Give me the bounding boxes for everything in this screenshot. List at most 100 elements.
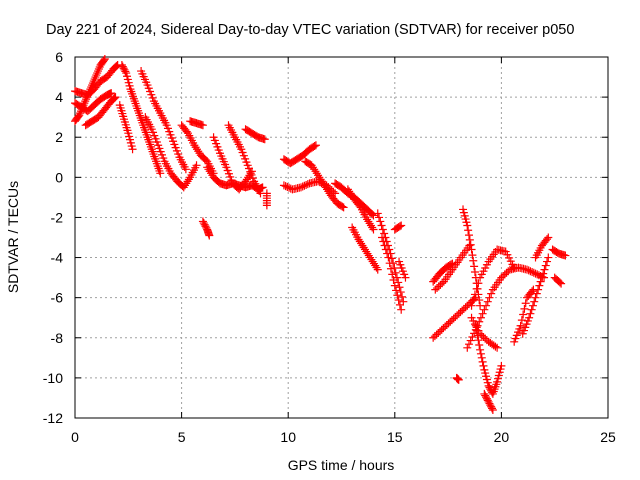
data-point <box>371 261 380 270</box>
data-point <box>487 289 496 298</box>
data-point <box>477 353 486 362</box>
data-point <box>475 317 484 326</box>
y-axis-label: SDTVAR / TECUs <box>5 181 21 293</box>
y-tick-label: -10 <box>43 370 63 386</box>
data-point <box>90 75 99 84</box>
data-point <box>321 183 330 192</box>
y-tick-label: -6 <box>51 290 64 306</box>
data-point <box>380 229 389 238</box>
data-point <box>466 240 475 249</box>
series-arc39 <box>548 245 570 260</box>
data-point <box>345 187 354 196</box>
data-point <box>368 210 377 219</box>
data-point <box>285 183 294 192</box>
data-point <box>192 145 201 154</box>
data-point <box>366 221 375 230</box>
data-point <box>476 345 485 354</box>
data-point <box>528 267 537 276</box>
data-point <box>198 121 207 130</box>
x-tick-label: 10 <box>280 429 296 445</box>
data-point <box>307 161 316 170</box>
data-point <box>303 180 312 189</box>
data-point <box>354 235 363 244</box>
data-point <box>519 310 528 319</box>
y-tick-label: 2 <box>55 129 63 145</box>
data-point <box>362 247 371 256</box>
data-point <box>401 273 410 282</box>
series-arc9 <box>177 121 218 178</box>
data-point <box>469 256 478 265</box>
data-point <box>474 336 483 345</box>
x-tick-label: 0 <box>71 429 79 445</box>
data-point <box>283 182 292 191</box>
data-point <box>323 185 332 194</box>
data-point <box>207 169 216 178</box>
data-point <box>111 93 120 102</box>
data-point <box>156 169 165 178</box>
series-arc37 <box>518 253 553 338</box>
series-arc7 <box>137 67 190 174</box>
data-point <box>320 181 329 190</box>
data-point <box>368 223 377 232</box>
data-point <box>524 266 533 275</box>
data-point <box>203 163 212 172</box>
series-arc29 <box>431 241 474 294</box>
data-point <box>360 245 369 254</box>
data-point <box>109 94 118 103</box>
data-point <box>478 357 487 366</box>
data-point <box>464 226 473 235</box>
series-arc2 <box>71 61 122 100</box>
data-point <box>531 269 540 278</box>
series-arc16 <box>262 189 271 210</box>
data-point <box>128 145 137 154</box>
data-point <box>99 56 108 65</box>
data-point <box>94 65 103 74</box>
data-point <box>319 179 328 188</box>
data-point <box>357 239 366 248</box>
data-point <box>181 165 190 174</box>
data-point <box>380 241 389 250</box>
data-point <box>543 257 552 266</box>
data-point <box>557 279 566 288</box>
data-point <box>387 254 396 263</box>
x-tick-label: 25 <box>600 429 616 445</box>
data-point <box>468 332 477 341</box>
data-point <box>395 222 404 231</box>
series-arc5 <box>117 61 165 178</box>
data-point <box>533 270 542 279</box>
data-point <box>384 253 393 262</box>
data-point <box>467 245 476 254</box>
series-arc33 <box>471 321 506 398</box>
series-arc26 <box>390 221 406 234</box>
data-point <box>544 233 553 242</box>
data-point <box>355 201 364 210</box>
data-point <box>529 268 538 277</box>
series-arc13 <box>224 121 265 198</box>
data-point <box>470 267 479 276</box>
data-point <box>383 249 392 258</box>
plot-frame <box>74 56 609 419</box>
data-point <box>93 69 102 78</box>
data-point <box>110 93 119 102</box>
data-point <box>480 305 489 314</box>
series-arc27 <box>429 259 457 286</box>
data-point <box>260 135 269 144</box>
x-tick-label: 15 <box>387 429 403 445</box>
series-arc6 <box>115 101 137 154</box>
data-point <box>464 340 473 349</box>
data-point <box>312 169 321 178</box>
data-point <box>339 203 348 212</box>
data-point <box>475 340 484 349</box>
data-point <box>531 293 540 302</box>
chart-title: Day 221 of 2024, Sidereal Day-to-day VTE… <box>46 22 574 38</box>
y-tick-label: -12 <box>43 410 63 426</box>
data-point <box>472 284 481 293</box>
data-point <box>184 175 193 184</box>
data-point <box>121 67 130 76</box>
data-point <box>537 273 546 282</box>
data-point <box>541 261 550 270</box>
y-tick-label: 4 <box>55 89 63 105</box>
x-axis-label: GPS time / hours <box>288 457 395 473</box>
data-point <box>528 287 537 296</box>
data-point <box>467 301 476 310</box>
